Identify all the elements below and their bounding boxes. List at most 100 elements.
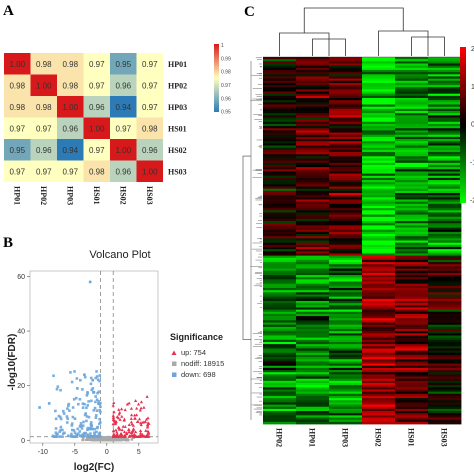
- expression-cell: [428, 188, 462, 192]
- expression-cell: [395, 408, 429, 412]
- expression-cell: [428, 87, 462, 90]
- correlation-cell: [110, 117, 137, 139]
- expression-cell: [263, 359, 297, 362]
- volcano-point-up: [112, 401, 116, 405]
- volcano-point-down: [55, 387, 59, 391]
- expression-cell: [329, 136, 363, 140]
- expression-cell: [428, 223, 462, 226]
- expression-cell: [362, 249, 396, 252]
- expression-cell: [362, 212, 396, 215]
- expression-cell: [329, 240, 363, 244]
- expression-cell: [395, 268, 429, 272]
- expression-cell: [329, 322, 363, 326]
- volcano-point-down: [72, 397, 76, 401]
- expression-cell: [263, 382, 297, 386]
- expression-cell: [329, 387, 363, 390]
- volcano-point-down: [98, 379, 101, 383]
- expression-cell: [428, 296, 462, 300]
- expression-cell: [395, 387, 429, 390]
- expression-cell: [296, 268, 330, 272]
- expression-cell: [329, 363, 363, 367]
- expression-cell: [428, 240, 462, 244]
- volcano-point-nodiff: [104, 438, 107, 441]
- correlation-cell: [57, 160, 84, 182]
- expression-cell: [362, 123, 396, 127]
- expression-cell: [263, 249, 297, 252]
- expression-cell: [263, 277, 297, 280]
- expression-cell: [296, 180, 330, 183]
- expression-cell: [263, 87, 297, 90]
- volcano-point-nodiff: [86, 438, 89, 442]
- expression-cell: [263, 305, 297, 308]
- expression-cell: [428, 199, 462, 203]
- expression-cell: [395, 65, 429, 69]
- volcano-point-up: [136, 434, 140, 438]
- expression-cell: [296, 398, 330, 401]
- expression-cell: [263, 100, 297, 103]
- expression-cell: [395, 275, 429, 278]
- volcano-point-up: [120, 428, 124, 432]
- expression-cell: [263, 154, 297, 157]
- correlation-value: 0.98: [62, 81, 78, 90]
- expression-cell: [362, 214, 396, 218]
- expression-cell: [362, 104, 396, 108]
- expression-cell: [362, 305, 396, 308]
- volcano-point-up: [136, 402, 141, 406]
- expression-cell: [329, 227, 363, 231]
- expression-cell: [329, 238, 363, 241]
- expression-cell: [296, 128, 330, 131]
- volcano-point-down: [68, 409, 71, 412]
- expression-cell: [263, 318, 297, 321]
- expression-cell: [428, 173, 462, 177]
- expression-cell: [296, 378, 330, 382]
- expression-cell: [296, 322, 330, 326]
- volcano-point-down: [74, 434, 78, 438]
- expression-cell: [428, 320, 462, 323]
- volcano-point-nodiff: [114, 438, 117, 442]
- column-dendrogram-branch: [279, 32, 330, 56]
- volcano-point-up: [146, 416, 150, 420]
- row-label: HS02: [168, 146, 187, 155]
- expression-cell: [428, 180, 462, 183]
- expression-cell: [263, 130, 297, 133]
- expression-cell: [329, 110, 363, 114]
- expression-cell: [395, 130, 429, 133]
- expression-cell: [362, 376, 396, 380]
- expression-cell: [362, 186, 396, 190]
- volcano-point-nodiff: [107, 437, 110, 441]
- expression-cell: [329, 341, 363, 345]
- expression-cell: [428, 318, 462, 321]
- volcano-point-down: [98, 374, 102, 377]
- legend-marker-0: [171, 350, 177, 355]
- correlation-cell: [30, 53, 57, 75]
- expression-cell: [329, 339, 363, 343]
- volcano-point-down: [59, 417, 63, 421]
- column-label: HP02: [39, 186, 48, 205]
- expression-cell: [428, 225, 462, 228]
- expression-cell: [395, 89, 429, 92]
- expression-cell: [296, 419, 330, 423]
- expression-cell: [428, 59, 462, 62]
- expression-cell: [428, 344, 462, 347]
- panel-letter-a: A: [3, 3, 14, 19]
- expression-cell: [428, 361, 462, 364]
- expression-cell: [296, 126, 330, 129]
- expression-column-label: HP02: [275, 428, 284, 447]
- expression-cell: [296, 363, 330, 367]
- expression-cell: [329, 130, 363, 133]
- expression-cell: [395, 234, 429, 237]
- volcano-point-down: [51, 434, 55, 438]
- volcano-point-down: [96, 378, 100, 382]
- expression-cell: [362, 370, 396, 373]
- correlation-cell: [136, 160, 163, 182]
- expression-cell: [263, 335, 297, 339]
- volcano-point-down: [89, 421, 93, 424]
- volcano-point-up: [127, 401, 131, 405]
- expression-cell: [362, 203, 396, 207]
- volcano-point-up: [129, 416, 133, 420]
- expression-cell: [263, 193, 297, 196]
- expression-cell: [296, 380, 330, 384]
- expression-cell: [296, 110, 330, 114]
- expression-cell: [428, 130, 462, 133]
- expression-cell: [428, 363, 462, 367]
